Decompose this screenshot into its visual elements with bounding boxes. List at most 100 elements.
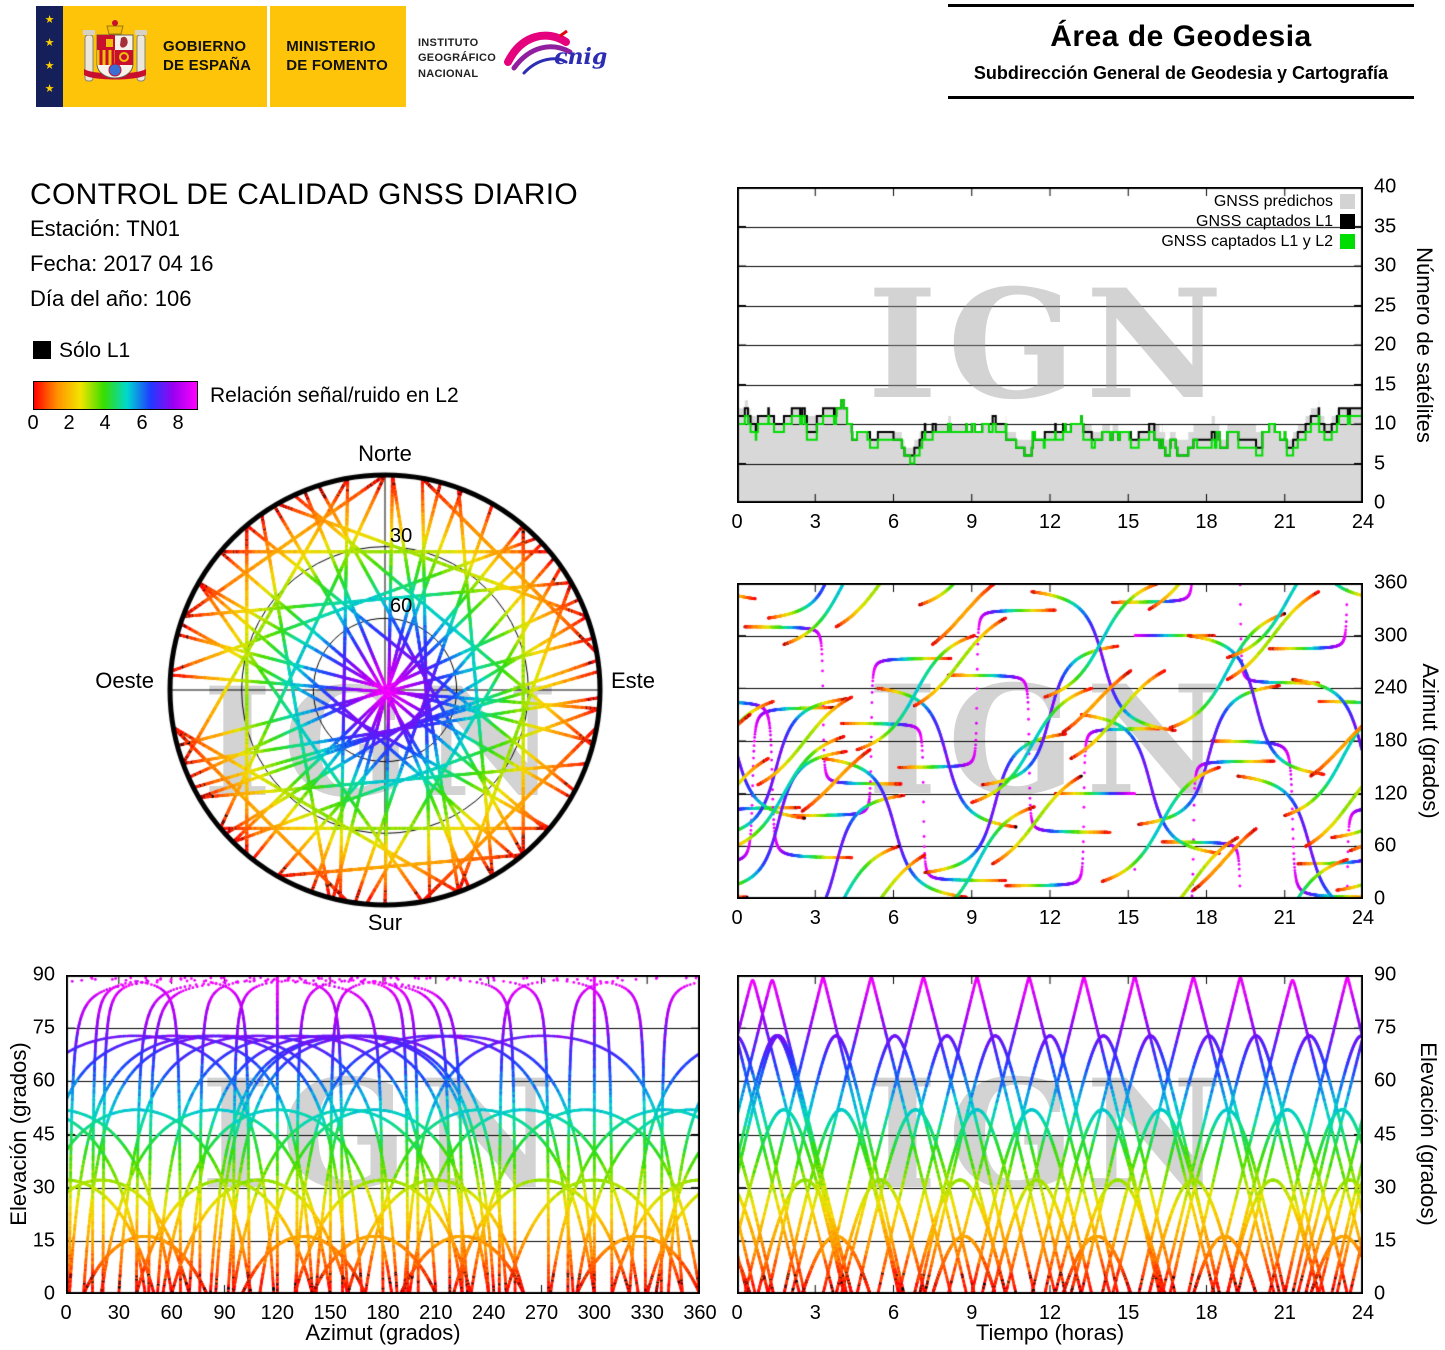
tick-label: 360	[683, 1302, 717, 1324]
tick-label: 24	[1351, 907, 1375, 929]
tick-label: 360	[1374, 571, 1408, 594]
tick-label: 15	[1374, 373, 1397, 395]
colorbar-tick: 0	[27, 412, 39, 434]
area-title: Área de Geodesia	[1050, 20, 1312, 53]
cnig-wordmark: cnig	[554, 44, 608, 70]
tick-label: 9	[966, 907, 978, 929]
x-axis-title-azimuth: Azimut (grados)	[305, 1320, 461, 1345]
tick-label: 12	[1038, 907, 1062, 929]
tick-label: 21	[1273, 511, 1296, 533]
eu-star-icon: ★	[44, 83, 55, 95]
institute-line: NACIONAL	[417, 67, 479, 80]
tick-label: 21	[1273, 1302, 1296, 1324]
eu-star-icon: ★	[44, 60, 55, 72]
tick-label: 40	[1374, 175, 1397, 198]
day-of-year-label: Día del año: 106	[30, 286, 192, 311]
tick-label: 24	[1351, 511, 1375, 533]
cnig-logo: cnig	[504, 6, 629, 107]
tick-label: 240	[1374, 676, 1408, 699]
colorbar-tick: 2	[63, 412, 75, 434]
tick-label: 90	[1374, 963, 1397, 986]
date-label: Fecha: 2017 04 16	[30, 251, 214, 276]
tick-label: 180	[366, 1302, 400, 1324]
tick-label: 0	[1374, 491, 1386, 514]
tick-label: 30	[1374, 254, 1397, 277]
skyplot-canvas	[163, 468, 607, 912]
tick-label: 45	[1374, 1123, 1397, 1145]
skyplot-west-label: Oeste	[95, 668, 154, 693]
tick-label: 3	[809, 907, 821, 929]
tick-label: 10	[1374, 412, 1397, 435]
skyplot-north-label: Norte	[358, 441, 412, 466]
snr-colorbar	[33, 381, 198, 410]
tick-label: 3	[809, 1302, 821, 1324]
eu-flag-strip: ★ ★ ★ ★	[36, 6, 63, 107]
colorbar-tick: 6	[136, 412, 148, 434]
satellite-count-legend: GNSS predichos GNSS captados L1 GNSS cap…	[1161, 192, 1355, 251]
tick-label: 20	[1374, 333, 1397, 356]
y-axis-title-satellite-count: Número de satélites	[1412, 247, 1437, 443]
gobierno-label: GOBIERNO DE ESPAÑA	[163, 38, 251, 76]
tick-label: 300	[577, 1302, 612, 1324]
legend-label-captados-l1: GNSS captados L1	[1196, 213, 1333, 230]
ministry-yellow-banner: GOBIERNO DE ESPAÑA MINISTERIO DE FOMENTO	[63, 6, 406, 107]
tick-label: 75	[1374, 1016, 1397, 1039]
tick-label: 35	[1374, 215, 1397, 237]
tick-label: 270	[524, 1302, 559, 1324]
elevation-time-canvas	[737, 975, 1363, 1294]
gobierno-line1: GOBIERNO	[163, 37, 247, 55]
tick-label: 5	[1374, 452, 1386, 474]
tick-label: 9	[966, 1302, 978, 1324]
legend-swatch-predichos	[1340, 194, 1355, 209]
tick-label: 15	[1117, 907, 1140, 929]
tick-label: 75	[32, 1016, 55, 1039]
tick-label: 0	[1374, 1282, 1386, 1305]
l1-only-swatch	[33, 341, 51, 359]
tick-label: 0	[731, 907, 743, 929]
azimuth-time-chart: IGN	[737, 583, 1363, 899]
elevation-ring-label-30: 30	[390, 525, 413, 547]
tick-label: 15	[32, 1229, 55, 1252]
legend-row: GNSS predichos	[1161, 192, 1355, 211]
page-title: CONTROL DE CALIDAD GNSS DIARIO	[30, 178, 578, 211]
tick-label: 90	[213, 1302, 236, 1324]
tick-label: 300	[1374, 624, 1408, 647]
ministerio-line2: DE FOMENTO	[286, 56, 388, 74]
tick-label: 15	[1117, 1302, 1140, 1324]
satellite-count-canvas	[737, 187, 1363, 503]
colorbar-tick: 8	[172, 412, 184, 434]
elevation-azimuth-canvas	[66, 975, 700, 1294]
y-axis-title-azimuth: Azimut (grados)	[1418, 663, 1443, 819]
tick-label: 120	[260, 1302, 295, 1324]
ign-institute-label: INSTITUTO GEOGRÁFICO NACIONAL	[418, 6, 496, 107]
eu-star-icon: ★	[44, 14, 55, 26]
colorbar-tick: 4	[99, 412, 111, 434]
area-header: Área de Geodesia Subdirección General de…	[948, 4, 1414, 99]
tick-label: 90	[32, 963, 55, 986]
institute-line: GEOGRÁFICO	[417, 52, 497, 65]
tick-label: 60	[1374, 1069, 1397, 1092]
satellite-count-chart: IGN GNSS predichos GNSS captados L1 GNSS…	[737, 187, 1363, 503]
l1-only-label: Sólo L1	[59, 339, 131, 362]
tick-label: 12	[1038, 1302, 1062, 1324]
skyplot-east-label: Este	[611, 668, 656, 693]
tick-label: 18	[1195, 907, 1218, 929]
legend-label-captados-l1l2: GNSS captados L1 y L2	[1161, 233, 1333, 250]
tick-label: 12	[1038, 511, 1062, 533]
y-axis-title-elevation-left: Elevación (grados)	[6, 1042, 31, 1226]
tick-label: 18	[1195, 1302, 1218, 1324]
skyplot-south-label: Sur	[367, 910, 403, 935]
tick-label: 18	[1195, 511, 1218, 533]
ministerio-label: MINISTERIO DE FOMENTO	[286, 38, 388, 76]
x-axis-title-time: Tiempo (horas)	[975, 1320, 1125, 1345]
banner-divider	[267, 6, 271, 107]
tick-label: 9	[966, 511, 978, 533]
tick-label: 180	[1374, 729, 1408, 752]
tick-label: 0	[60, 1302, 72, 1324]
eu-star-icon: ★	[44, 37, 55, 49]
tick-label: 60	[32, 1069, 55, 1092]
tick-label: 6	[887, 1302, 900, 1324]
tick-label: 120	[1374, 782, 1408, 805]
tick-label: 60	[160, 1302, 183, 1324]
